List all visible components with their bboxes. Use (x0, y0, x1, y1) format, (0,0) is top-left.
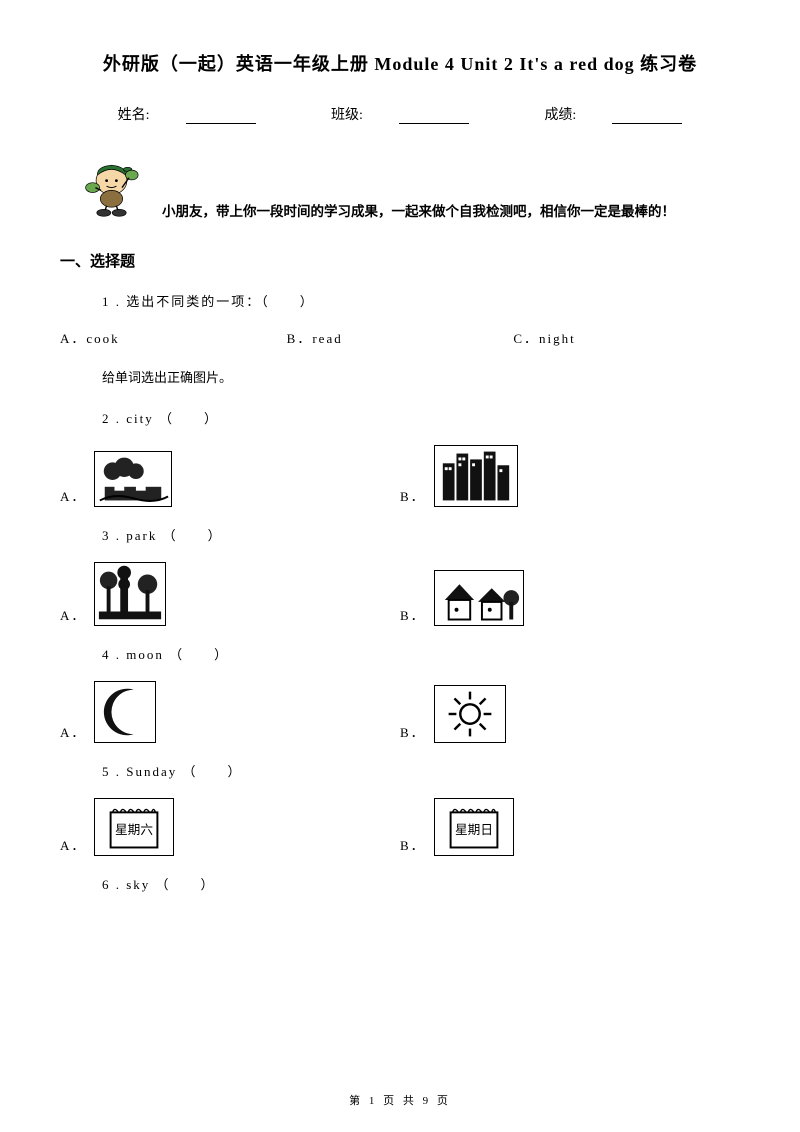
mascot-icon (80, 154, 150, 224)
q4-choice-b-label[interactable]: B． (400, 722, 426, 743)
q3-img-a-park-icon (94, 562, 166, 626)
q5-choices: A． 星期六 B． 星期日 (60, 798, 740, 856)
class-blank[interactable] (399, 110, 469, 124)
class-label: 班级: (331, 108, 363, 123)
q1-text: 1 . 选出不同类的一项：（ ） (102, 291, 740, 310)
q6-text: 6 . sky （ ） (102, 874, 740, 893)
svg-text:星期六: 星期六 (115, 823, 153, 837)
q3-choice-b-label[interactable]: B． (400, 605, 426, 626)
picture-instruction: 给单词选出正确图片。 (102, 367, 740, 386)
page-footer: 第 1 页 共 9 页 (0, 1092, 800, 1108)
q2-choice-a-label[interactable]: A． (60, 486, 86, 507)
q1-choice-b[interactable]: B．read (287, 328, 514, 347)
q2-text: 2 . city （ ） (102, 408, 740, 427)
q2-img-a-village-icon (94, 451, 172, 507)
q5-choice-b-label[interactable]: B． (400, 835, 426, 856)
mascot-row: 小朋友，带上你一段时间的学习成果，一起来做个自我检测吧，相信你一定是最棒的！ (80, 154, 740, 224)
name-blank[interactable] (186, 110, 256, 124)
q1-choice-c[interactable]: C．night (513, 328, 740, 347)
student-info-line: 姓名: 班级: 成绩: (60, 104, 740, 124)
q3-img-b-houses-icon (434, 570, 524, 626)
q1-choice-a[interactable]: A．cook (60, 328, 287, 347)
score-blank[interactable] (612, 110, 682, 124)
q4-choices: A． B． (60, 681, 740, 743)
q4-img-b-sun-icon (434, 685, 506, 743)
q2-choices: A． B． (60, 445, 740, 507)
svg-text:星期日: 星期日 (455, 823, 493, 837)
q3-choice-a-label[interactable]: A． (60, 605, 86, 626)
section-1-header: 一、选择题 (60, 250, 740, 271)
q5-choice-a-label[interactable]: A． (60, 835, 86, 856)
q3-text: 3 . park （ ） (102, 525, 740, 544)
q4-img-a-moon-icon (94, 681, 156, 743)
q4-text: 4 . moon （ ） (102, 644, 740, 663)
score-label: 成绩: (544, 108, 576, 123)
q3-choices: A． B． (60, 562, 740, 626)
page-title: 外研版（一起）英语一年级上册 Module 4 Unit 2 It's a re… (60, 50, 740, 76)
q2-img-b-city-icon (434, 445, 518, 507)
q5-img-b-sunday-icon: 星期日 (434, 798, 514, 856)
q5-img-a-saturday-icon: 星期六 (94, 798, 174, 856)
q1-choices: A．cook B．read C．night (60, 328, 740, 347)
mascot-text: 小朋友，带上你一段时间的学习成果，一起来做个自我检测吧，相信你一定是最棒的！ (162, 200, 675, 224)
name-label: 姓名: (118, 108, 150, 123)
q5-text: 5 . Sunday （ ） (102, 761, 740, 780)
q2-choice-b-label[interactable]: B． (400, 486, 426, 507)
q4-choice-a-label[interactable]: A． (60, 722, 86, 743)
